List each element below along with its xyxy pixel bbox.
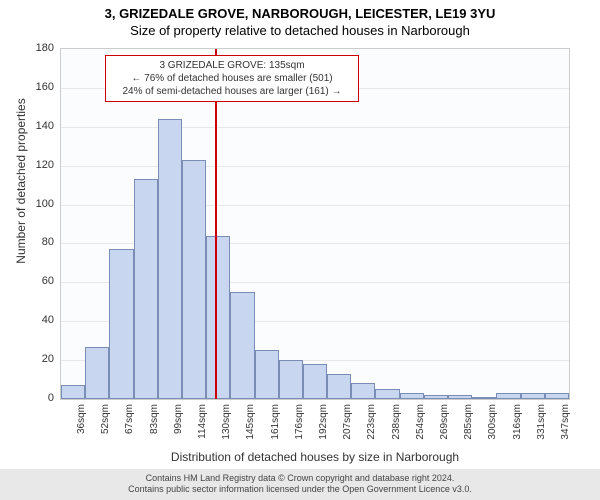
histogram-bar: [521, 393, 545, 399]
y-tick-label: 180: [24, 42, 54, 54]
x-tick-label: 176sqm: [294, 404, 305, 440]
histogram-bar: [255, 350, 279, 399]
histogram-bar: [230, 292, 254, 399]
x-tick-label: 145sqm: [245, 404, 256, 440]
histogram-bar: [182, 160, 206, 399]
histogram-bar: [448, 395, 472, 399]
histogram-bar: [206, 236, 230, 399]
histogram-bar: [109, 249, 133, 399]
footer-line1: Contains HM Land Registry data © Crown c…: [0, 473, 600, 485]
histogram-bar: [472, 397, 496, 399]
y-tick-label: 120: [24, 159, 54, 171]
x-tick-label: 269sqm: [439, 404, 450, 440]
x-tick-label: 83sqm: [149, 404, 160, 434]
footer-attribution: Contains HM Land Registry data © Crown c…: [0, 469, 600, 500]
x-tick-label: 207sqm: [342, 404, 353, 440]
y-tick-label: 160: [24, 81, 54, 93]
plot-area: 3 GRIZEDALE GROVE: 135sqm← 76% of detach…: [60, 48, 570, 400]
x-tick-label: 192sqm: [318, 404, 329, 440]
y-tick-label: 40: [24, 314, 54, 326]
gridline: [61, 127, 569, 128]
histogram-bar: [400, 393, 424, 399]
histogram-bar: [61, 385, 85, 399]
annotation-box: 3 GRIZEDALE GROVE: 135sqm← 76% of detach…: [105, 55, 359, 102]
y-tick-label: 60: [24, 275, 54, 287]
x-tick-label: 67sqm: [124, 404, 135, 434]
x-tick-label: 347sqm: [560, 404, 571, 440]
x-tick-label: 223sqm: [366, 404, 377, 440]
histogram-bar: [375, 389, 399, 399]
footer-line2: Contains public sector information licen…: [0, 484, 600, 496]
y-tick-label: 100: [24, 198, 54, 210]
title-subtitle: Size of property relative to detached ho…: [0, 21, 600, 38]
x-tick-label: 114sqm: [197, 404, 208, 439]
chart-container: Number of detached properties 3 GRIZEDAL…: [60, 48, 570, 400]
x-tick-label: 254sqm: [415, 404, 426, 440]
x-axis-title: Distribution of detached houses by size …: [60, 450, 570, 464]
y-tick-label: 20: [24, 353, 54, 365]
histogram-bar: [327, 374, 351, 399]
x-tick-label: 99sqm: [173, 404, 184, 434]
y-tick-label: 80: [24, 236, 54, 248]
x-tick-label: 52sqm: [100, 404, 111, 434]
x-tick-label: 238sqm: [391, 404, 402, 440]
histogram-bar: [134, 179, 158, 399]
histogram-bar: [351, 383, 375, 399]
histogram-bar: [158, 119, 182, 399]
title-address: 3, GRIZEDALE GROVE, NARBOROUGH, LEICESTE…: [0, 0, 600, 21]
x-tick-label: 130sqm: [221, 404, 232, 440]
annotation-line3: 24% of semi-detached houses are larger (…: [112, 85, 352, 98]
annotation-line2: ← 76% of detached houses are smaller (50…: [112, 72, 352, 85]
x-tick-label: 36sqm: [76, 404, 87, 434]
gridline: [61, 166, 569, 167]
histogram-bar: [279, 360, 303, 399]
y-tick-label: 140: [24, 120, 54, 132]
x-tick-label: 285sqm: [463, 404, 474, 440]
y-tick-label: 0: [24, 392, 54, 404]
x-tick-label: 300sqm: [487, 404, 498, 440]
x-tick-label: 331sqm: [536, 404, 547, 440]
histogram-bar: [303, 364, 327, 399]
annotation-line1: 3 GRIZEDALE GROVE: 135sqm: [112, 59, 352, 72]
histogram-bar: [85, 347, 109, 400]
histogram-bar: [496, 393, 520, 399]
histogram-bar: [545, 393, 569, 399]
histogram-bar: [424, 395, 448, 399]
x-tick-label: 161sqm: [270, 404, 281, 440]
x-tick-label: 316sqm: [512, 404, 523, 440]
